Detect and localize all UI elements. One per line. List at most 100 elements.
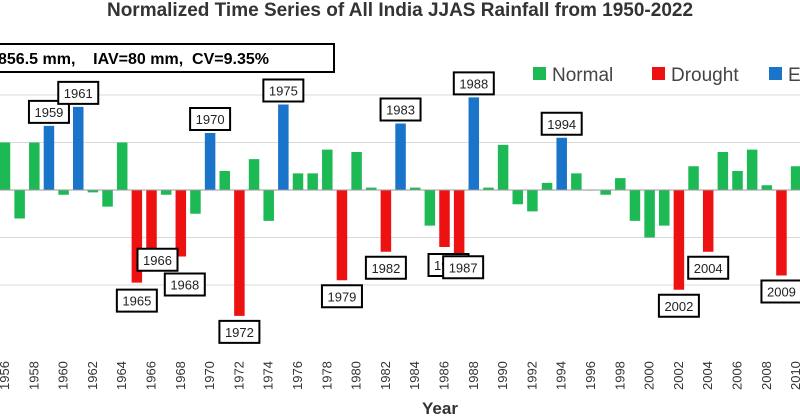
annotation-1959: 1959 (27, 99, 70, 124)
bar-1963 (102, 190, 113, 207)
x-tick-2006: 2006 (730, 361, 745, 390)
bar-1988 (468, 97, 480, 190)
annotation-label: 1965 (122, 294, 151, 309)
legend-drought: Drought (652, 65, 739, 86)
x-tick-1988: 1988 (466, 361, 481, 390)
bar-1997 (600, 190, 611, 195)
bar-1972 (234, 190, 245, 316)
bar-2008 (761, 185, 773, 190)
bar-1960 (58, 190, 69, 195)
bar-1977 (307, 173, 318, 190)
annotation-label: 1959 (34, 105, 63, 120)
x-tick-1984: 1984 (407, 361, 422, 390)
bar-1976 (292, 173, 304, 190)
annotation-2004: 2004 (687, 255, 730, 280)
annotation-label: 2002 (664, 299, 693, 314)
annotation-1965: 1965 (115, 288, 158, 313)
annotation-label: 1975 (269, 84, 298, 99)
bar-1956 (0, 142, 11, 190)
annotation-box (540, 111, 583, 136)
bar-1964 (116, 142, 128, 190)
bar-2007 (746, 149, 758, 190)
stats-box: 856.5 mm, IAV=80 mm, CV=9.35% (0, 43, 335, 73)
bar-2002 (673, 190, 685, 290)
annotation-box (379, 97, 422, 122)
annotation-1968: 1968 (163, 272, 206, 297)
annotation-1966: 1966 (136, 247, 179, 272)
bar-1968 (175, 190, 187, 257)
annotation-1988: 1988 (452, 71, 495, 96)
legend-label: Drought (671, 65, 739, 86)
annotation-label: 1983 (386, 103, 415, 118)
bar-1999 (629, 190, 641, 221)
annotation-2002: 2002 (657, 293, 700, 318)
bar-1980 (351, 152, 362, 190)
x-tick-1958: 1958 (26, 361, 41, 390)
bar-1985 (424, 190, 436, 226)
annotation-2009: 2009 (760, 279, 800, 304)
annotation-box (115, 288, 158, 313)
bar-2010 (790, 166, 800, 190)
bar-1987 (453, 190, 465, 262)
annotation-box (262, 78, 305, 103)
legend-normal: Normal (533, 65, 613, 86)
legend-swatch (652, 67, 665, 80)
annotation-box (320, 284, 363, 309)
bar-1992 (527, 190, 538, 212)
x-tick-1980: 1980 (349, 361, 364, 390)
x-tick-1972: 1972 (231, 361, 246, 390)
annotation-box (163, 272, 206, 297)
bar-1986 (439, 190, 450, 247)
annotation-box (57, 80, 100, 105)
x-tick-1976: 1976 (290, 361, 305, 390)
bar-1975 (278, 104, 289, 190)
bar-1957 (14, 190, 25, 219)
annotation-label: 1982 (371, 261, 400, 276)
x-tick-1996: 1996 (583, 361, 598, 390)
bar-2001 (659, 190, 670, 226)
legend-swatch (769, 67, 782, 80)
bar-1970 (204, 133, 216, 190)
annotation-1961: 1961 (57, 80, 100, 105)
x-tick-1982: 1982 (378, 361, 393, 390)
annotation-label: 2009 (767, 285, 796, 300)
x-tick-1968: 1968 (173, 361, 188, 390)
annotation-box (657, 293, 700, 318)
x-tick-1974: 1974 (261, 361, 276, 390)
annotation-label: 1987 (449, 260, 478, 275)
bar-1989 (483, 187, 494, 190)
annotation-1983: 1983 (379, 97, 422, 122)
x-tick-1998: 1998 (612, 361, 627, 390)
annotation-label: 1988 (459, 76, 488, 91)
bar-1990 (497, 144, 509, 190)
stats-text: 856.5 mm, IAV=80 mm, CV=9.35% (0, 51, 269, 68)
x-axis-ticks: 1956 1958 1960 1962 1964 1966 1968 1970 1972 1974… (0, 361, 800, 390)
annotation-label: 1961 (64, 86, 93, 101)
annotation-label: 2004 (694, 261, 723, 276)
bar-1958 (29, 142, 40, 190)
bars (0, 97, 800, 316)
x-tick-1956: 1956 (0, 361, 12, 390)
x-tick-1960: 1960 (56, 361, 71, 390)
annotation-box (760, 279, 800, 304)
x-axis-label: Year (422, 399, 458, 418)
x-tick-1992: 1992 (524, 361, 539, 390)
annotation-box (442, 255, 485, 280)
annotation-label: 1972 (225, 325, 254, 340)
x-tick-1986: 1986 (437, 361, 452, 390)
x-tick-1978: 1978 (319, 361, 334, 390)
x-tick-1964: 1964 (114, 361, 129, 390)
bar-1978 (322, 149, 333, 190)
bar-1967 (160, 190, 172, 195)
x-tick-2004: 2004 (700, 361, 715, 390)
bar-1966 (146, 190, 157, 252)
legend-swatch (533, 67, 546, 80)
bar-1995 (571, 173, 582, 190)
bar-1984 (409, 187, 421, 190)
x-tick-1962: 1962 (85, 361, 100, 390)
annotation-box (136, 247, 179, 272)
chart-title: Normalized Time Series of All India JJAS… (107, 0, 693, 21)
bar-1959 (43, 125, 55, 190)
